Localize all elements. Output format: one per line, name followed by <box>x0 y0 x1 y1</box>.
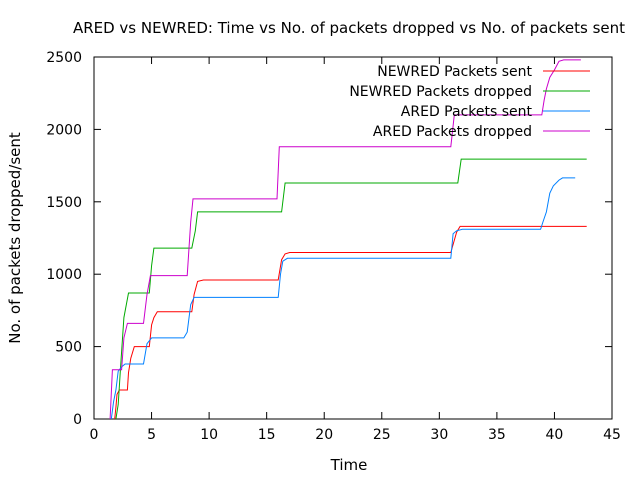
y-tick-label: 1000 <box>46 267 82 283</box>
legend-label-ared-packets-dropped: ARED Packets dropped <box>373 124 532 140</box>
x-tick-label: 0 <box>90 427 99 443</box>
legend-label-ared-packets-sent: ARED Packets sent <box>401 104 533 120</box>
legend-label-newred-packets-dropped: NEWRED Packets dropped <box>349 84 532 100</box>
chart-title: ARED vs NEWRED: Time vs No. of packets d… <box>73 19 625 37</box>
series-line-ared-packets-dropped <box>109 59 581 420</box>
y-axis-label: No. of packets dropped/sent <box>6 132 24 344</box>
series-layer <box>109 59 587 420</box>
x-tick-label: 15 <box>258 427 276 443</box>
x-axis-label: Time <box>330 456 368 474</box>
x-axis-ticks: 0 5 10 15 20 25 30 35 40 45 <box>90 57 621 443</box>
x-tick-label: 45 <box>603 427 621 443</box>
series-line-ared-packets-sent <box>110 177 576 420</box>
x-tick-label: 40 <box>546 427 564 443</box>
y-tick-label: 500 <box>55 340 82 356</box>
y-tick-label: 0 <box>73 412 82 428</box>
y-axis-ticks: 0 500 1000 1500 2000 2500 <box>46 50 612 428</box>
y-tick-label: 2000 <box>46 122 82 138</box>
x-tick-label: 10 <box>200 427 218 443</box>
x-tick-label: 25 <box>373 427 391 443</box>
x-tick-label: 30 <box>430 427 448 443</box>
x-tick-label: 20 <box>315 427 333 443</box>
x-tick-label: 5 <box>147 427 156 443</box>
y-tick-label: 2500 <box>46 50 82 66</box>
x-tick-label: 35 <box>488 427 506 443</box>
series-line-newred-packets-sent <box>114 225 587 420</box>
y-tick-label: 1500 <box>46 195 82 211</box>
legend-label-newred-packets-sent: NEWRED Packets sent <box>377 64 532 80</box>
series-line-newred-packets-dropped <box>115 158 587 420</box>
plot-frame <box>93 56 613 420</box>
legend: NEWRED Packets sent NEWRED Packets droppe… <box>349 64 590 140</box>
